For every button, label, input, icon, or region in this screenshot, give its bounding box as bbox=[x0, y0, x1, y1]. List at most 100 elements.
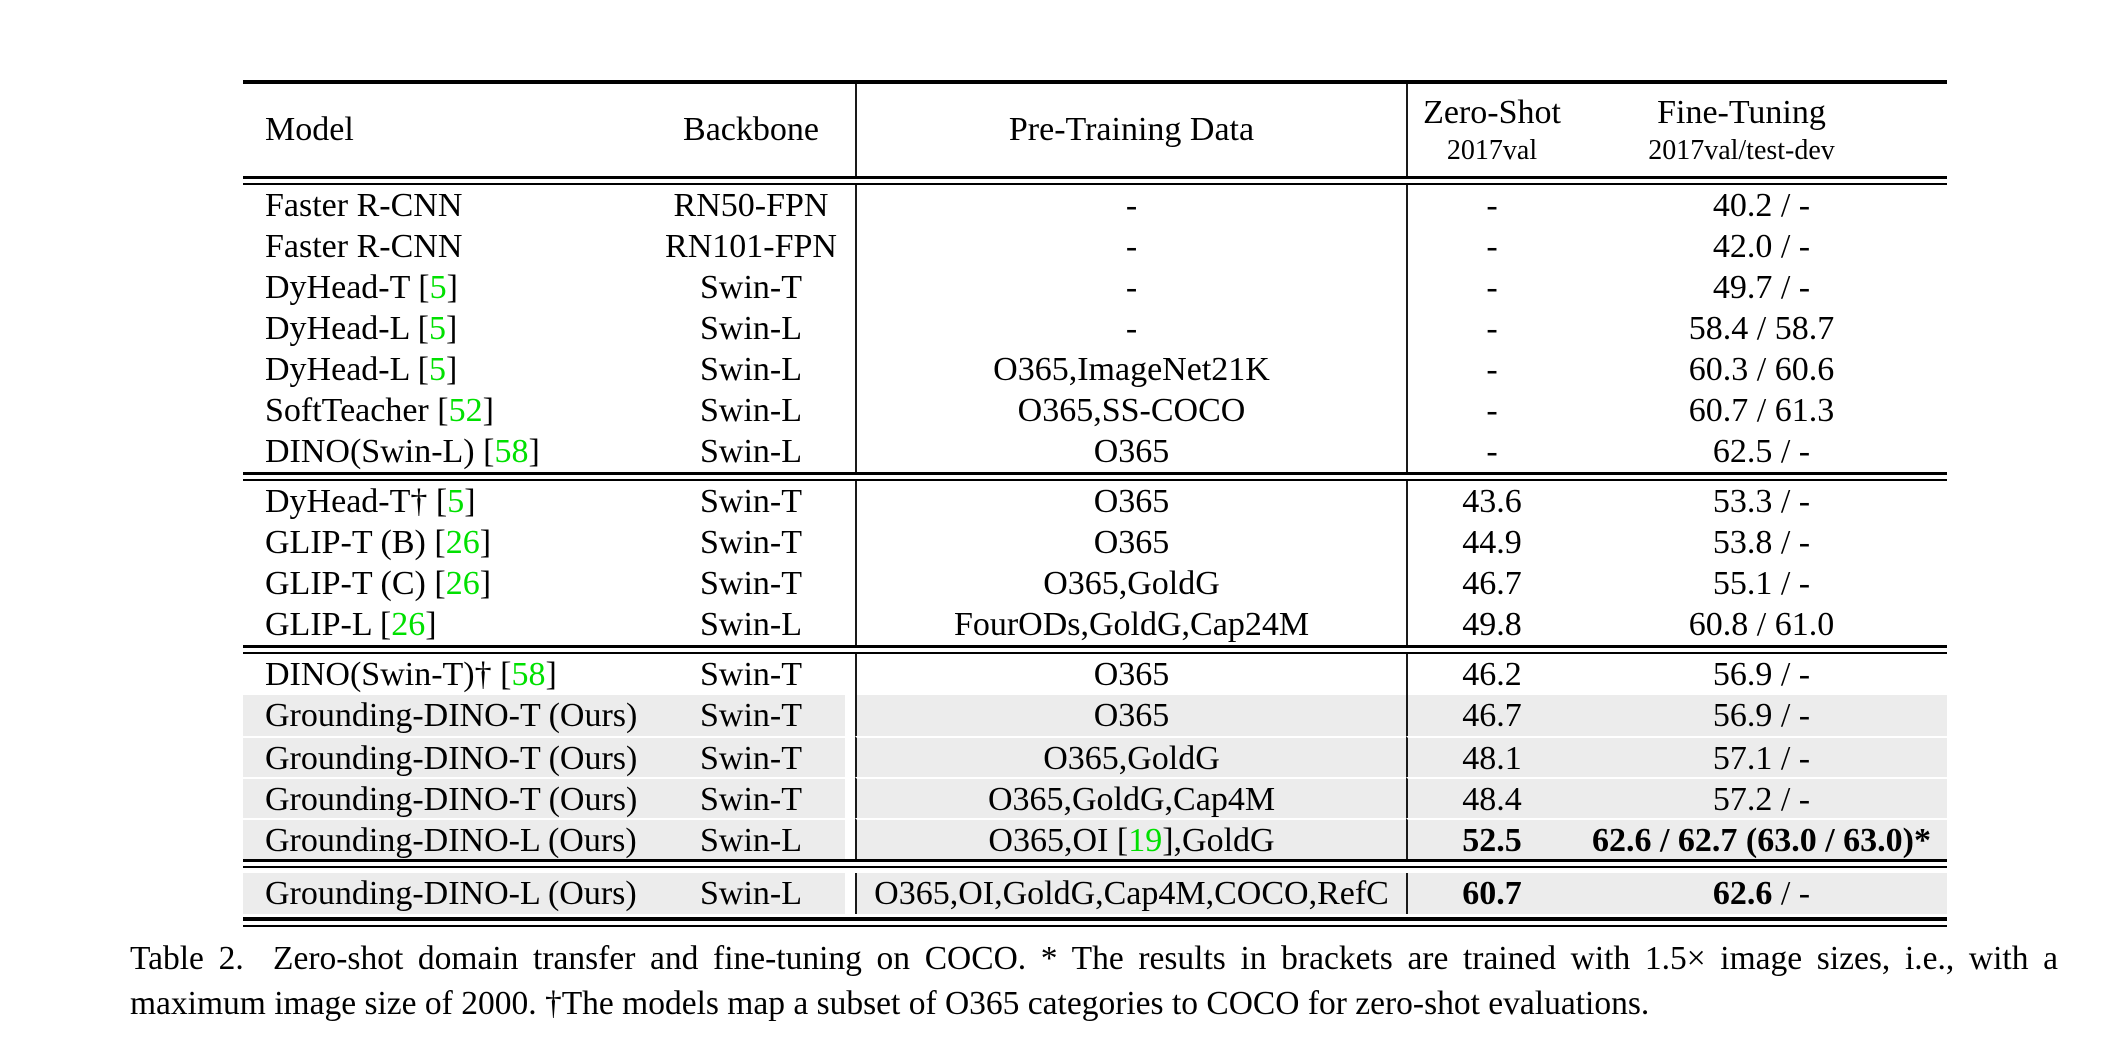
citation-link[interactable]: 58 bbox=[494, 433, 529, 470]
cell-ft: 58.4 / 58.7 bbox=[1576, 308, 1947, 349]
cell-model: DyHead-T† [5] bbox=[243, 481, 657, 522]
cell-text: Swin-L bbox=[700, 392, 802, 429]
table-row: DyHead-T [5] Swin-T - - 49.7 / - bbox=[243, 267, 1947, 308]
cell-text: 49.7 / - bbox=[1712, 269, 1811, 306]
cell-zs: 60.7 bbox=[1406, 873, 1576, 914]
cell-zs: 52.5 bbox=[1406, 818, 1576, 859]
cell-text: ] bbox=[479, 524, 492, 561]
cell-text: GLIP-L [ bbox=[265, 606, 392, 643]
cell-backbone: Swin-T bbox=[657, 695, 855, 736]
results-table: Model Backbone Pre-Training Data Zero-Sh… bbox=[243, 80, 1947, 927]
column-header-fine-tuning: Fine-Tuning 2017val/test-dev bbox=[1576, 84, 1947, 176]
cell-zs: 48.1 bbox=[1406, 736, 1576, 777]
cell-text: O365 bbox=[1093, 656, 1170, 693]
cell-text: 53.3 / - bbox=[1712, 483, 1811, 520]
table-body: Faster R-CNN RN50-FPN - -40.2 / - Faster R-C… bbox=[243, 185, 1947, 914]
cell-pretrain: O365,ImageNet21K bbox=[855, 349, 1406, 390]
citation-link[interactable]: 5 bbox=[429, 269, 447, 306]
table-row: SoftTeacher [52] Swin-L O365,SS-COCO - 60.7 … bbox=[243, 390, 1947, 431]
cell-text: DyHead-L [ bbox=[265, 310, 429, 347]
cell-text: 62.6 bbox=[1712, 875, 1773, 912]
cell-text: Grounding-DINO-T (Ours) bbox=[265, 697, 638, 734]
cell-backbone: Swin-T bbox=[657, 654, 855, 695]
cell-text: Faster R-CNN bbox=[265, 228, 463, 265]
table-row: Grounding-DINO-T (Ours) Swin-T O365 46.7 56.… bbox=[243, 695, 1947, 736]
table-row: GLIP-T (C) [26] Swin-T O365,GoldG 46.7 55.1 … bbox=[243, 563, 1947, 604]
cell-zs: 46.7 bbox=[1406, 563, 1576, 604]
citation-link[interactable]: 58 bbox=[511, 656, 546, 693]
cell-ft: 40.2 / - bbox=[1576, 185, 1947, 226]
cell-text: Swin-L bbox=[700, 433, 802, 470]
citation-link[interactable]: 5 bbox=[447, 483, 465, 520]
cell-ft: 53.3 / - bbox=[1576, 481, 1947, 522]
citation-link[interactable]: 5 bbox=[428, 310, 446, 347]
cell-text: ] bbox=[445, 310, 458, 347]
column-header-backbone-label: Backbone bbox=[683, 111, 819, 148]
citation-link[interactable]: 52 bbox=[448, 392, 483, 429]
cell-text: FourODs,GoldG,Cap24M bbox=[953, 606, 1310, 643]
cell-zs: - bbox=[1406, 308, 1576, 349]
table-row: DyHead-L [5] Swin-L - - 58.4 / 58.7 bbox=[243, 308, 1947, 349]
block-separator-rule bbox=[243, 472, 1947, 481]
cell-pretrain: - bbox=[855, 308, 1406, 349]
citation-link[interactable]: 26 bbox=[391, 606, 426, 643]
cell-text: 40.2 / - bbox=[1712, 187, 1811, 224]
table-bottom-rule bbox=[243, 917, 1947, 927]
cell-model: Faster R-CNN bbox=[243, 185, 657, 226]
cell-model: Grounding-DINO-T (Ours) bbox=[243, 777, 657, 818]
cell-pretrain: - bbox=[855, 226, 1406, 267]
cell-text: GLIP-T (B) [ bbox=[265, 524, 446, 561]
cell-text: O365,ImageNet21K bbox=[993, 351, 1270, 388]
cell-backbone: Swin-L bbox=[657, 818, 855, 859]
cell-backbone: Swin-L bbox=[657, 873, 855, 914]
table-block: Grounding-DINO-L (Ours) Swin-L O365,OI,Gol… bbox=[243, 873, 1947, 914]
cell-text: 53.8 / - bbox=[1712, 524, 1811, 561]
citation-link[interactable]: 5 bbox=[428, 351, 446, 388]
cell-pretrain: O365 bbox=[855, 431, 1406, 472]
block-separator-rule bbox=[243, 645, 1947, 654]
citation-link[interactable]: 26 bbox=[445, 565, 480, 602]
cell-text: 56.9 / - bbox=[1712, 656, 1811, 693]
cell-text: Swin-L bbox=[700, 351, 802, 388]
cell-pretrain: O365,OI [19],GoldG bbox=[855, 818, 1406, 859]
cell-pretrain: - bbox=[855, 185, 1406, 226]
block-separator-rule bbox=[243, 859, 1947, 868]
cell-backbone: Swin-L bbox=[657, 349, 855, 390]
cell-backbone: Swin-T bbox=[657, 777, 855, 818]
cell-text: - bbox=[1125, 269, 1138, 306]
cell-pretrain: O365,SS-COCO bbox=[855, 390, 1406, 431]
table-row: GLIP-T (B) [26] Swin-T O365 44.9 53.8 / - bbox=[243, 522, 1947, 563]
citation-link[interactable]: 26 bbox=[445, 524, 480, 561]
cell-text: - bbox=[1486, 433, 1498, 470]
cell-text: - bbox=[1486, 228, 1498, 265]
cell-text: 57.2 / - bbox=[1712, 781, 1811, 818]
table-block: DyHead-T† [5] Swin-T O365 43.6 53.3 / - GLIP-… bbox=[243, 481, 1947, 645]
cell-model: GLIP-T (B) [26] bbox=[243, 522, 657, 563]
cell-text: O365 bbox=[1093, 524, 1170, 561]
cell-text: ] bbox=[545, 656, 557, 693]
cell-ft: 62.5 / - bbox=[1576, 431, 1947, 472]
citation-link[interactable]: 19 bbox=[1128, 822, 1163, 859]
cell-ft: 57.2 / - bbox=[1576, 777, 1947, 818]
cell-text: 55.1 / - bbox=[1712, 565, 1811, 602]
cell-ft: 53.8 / - bbox=[1576, 522, 1947, 563]
cell-text: 60.8 / 61.0 bbox=[1688, 606, 1835, 643]
zero-shot-subtitle: 2017val bbox=[1446, 134, 1538, 166]
cell-model: DyHead-L [5] bbox=[243, 349, 657, 390]
cell-model: Faster R-CNN bbox=[243, 226, 657, 267]
cell-backbone: Swin-T bbox=[657, 563, 855, 604]
cell-ft: 62.6 / - bbox=[1576, 873, 1947, 914]
cell-text: 42.0 / - bbox=[1712, 228, 1811, 265]
cell-pretrain: O365,GoldG bbox=[855, 736, 1406, 777]
cell-pretrain: - bbox=[855, 267, 1406, 308]
table-row: GLIP-L [26] Swin-L FourODs,GoldG,Cap24M 49.… bbox=[243, 604, 1947, 645]
cell-text: 62.6 / 62.7 (63.0 / 63.0)* bbox=[1591, 822, 1932, 859]
cell-text: ] bbox=[482, 392, 494, 429]
cell-model: Grounding-DINO-L (Ours) bbox=[243, 873, 657, 914]
cell-ft: 56.9 / - bbox=[1576, 695, 1947, 736]
cell-zs: 46.2 bbox=[1406, 654, 1576, 695]
cell-pretrain: FourODs,GoldG,Cap24M bbox=[855, 604, 1406, 645]
column-header-backbone: Backbone bbox=[657, 84, 855, 176]
cell-zs: - bbox=[1406, 349, 1576, 390]
cell-text: - bbox=[1486, 392, 1498, 429]
